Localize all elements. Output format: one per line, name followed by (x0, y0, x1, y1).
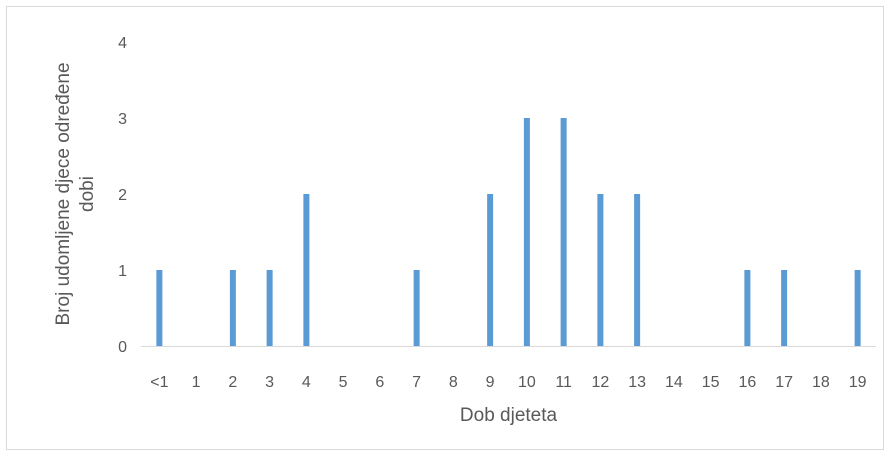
x-tick-label: 19 (849, 374, 867, 391)
bar-7 (413, 270, 420, 346)
x-tick-label: 7 (412, 374, 421, 391)
x-tick-label: 6 (375, 374, 384, 391)
bars (156, 118, 861, 346)
bar-16 (744, 270, 751, 346)
y-tick-label: 2 (118, 187, 127, 204)
bar-9 (487, 194, 494, 346)
x-axis-ticks: <1 1 2 3 4 5 6 7 8 9 10 11 12 13 14 15 16 17 18 19 (150, 374, 866, 391)
y-tick-label: 4 (118, 35, 127, 52)
x-tick-label: 4 (302, 374, 311, 391)
bar-13 (634, 194, 641, 346)
x-tick-label: 2 (228, 374, 237, 391)
y-tick-label: 3 (118, 111, 127, 128)
x-tick-label: <1 (150, 374, 168, 391)
x-tick-label: 10 (518, 374, 536, 391)
y-axis-ticks: 0 1 2 3 4 (118, 35, 127, 356)
y-tick-label: 0 (118, 339, 127, 356)
x-axis-title: Dob djeteta (460, 405, 558, 426)
y-tick-label: 1 (118, 263, 127, 280)
bar-19 (854, 270, 861, 346)
x-tick-label: 11 (555, 374, 572, 391)
bar-4 (303, 194, 310, 346)
x-tick-label: 13 (628, 374, 646, 391)
bar-10 (523, 118, 530, 346)
y-axis-title-line-2: dobi (77, 176, 98, 212)
x-tick-label: 14 (665, 374, 683, 391)
x-tick-label: 18 (812, 374, 830, 391)
y-axis-title-line-1: Broj udomljene djece određene (53, 62, 74, 325)
x-tick-label: 12 (591, 374, 609, 391)
bar-3 (266, 270, 273, 346)
bar-17 (781, 270, 788, 346)
bar-2 (229, 270, 236, 346)
x-tick-label: 17 (775, 374, 793, 391)
x-tick-label: 5 (339, 374, 348, 391)
bar-lt1 (156, 270, 163, 346)
bar-11 (560, 118, 567, 346)
x-tick-label: 8 (449, 374, 458, 391)
x-tick-label: 9 (486, 374, 495, 391)
x-tick-label: 3 (265, 374, 274, 391)
chart-area (6, 6, 884, 450)
x-tick-label: 15 (702, 374, 720, 391)
bar-12 (597, 194, 604, 346)
x-tick-label: 16 (738, 374, 756, 391)
x-tick-label: 1 (192, 374, 201, 391)
